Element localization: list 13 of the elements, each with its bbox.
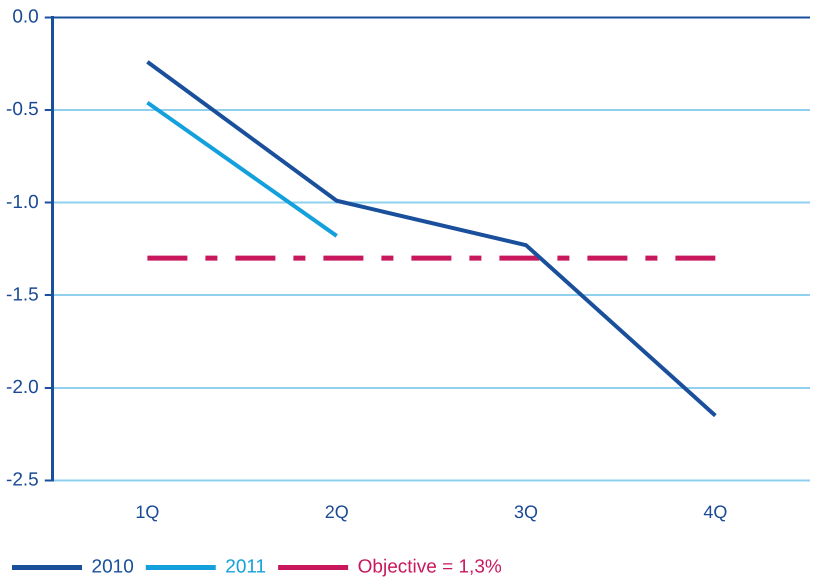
y-tick-label: -1.5 (6, 284, 39, 306)
y-tick-label: -2.0 (6, 377, 39, 398)
x-tick-label: 2Q (324, 502, 349, 522)
legend-label: Objective = 1,3% (358, 556, 502, 578)
legend-label: 2011 (225, 556, 266, 578)
y-tick-label: 0.0 (12, 6, 39, 28)
y-tick-label: -2.5 (6, 470, 39, 491)
x-tick-label: 4Q (703, 502, 728, 522)
x-tick-label: 3Q (514, 502, 538, 522)
y-tick-label: -1.0 (6, 192, 39, 213)
legend-label: 2010 (92, 556, 134, 578)
y-tick-label: -0.5 (6, 99, 39, 120)
x-tick-label: 1Q (135, 502, 160, 522)
